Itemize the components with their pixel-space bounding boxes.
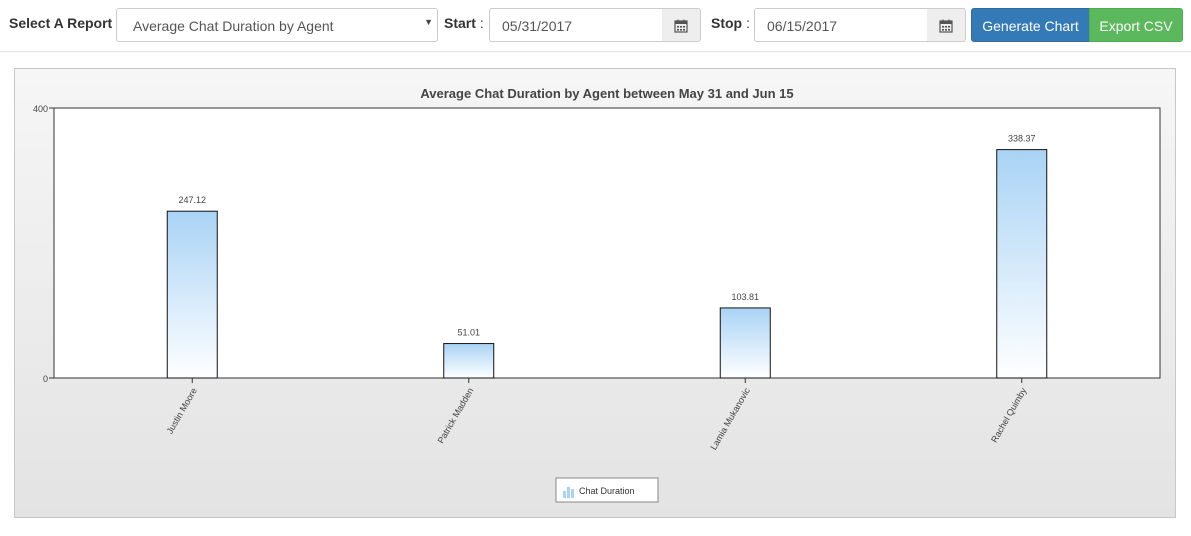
bar-chart-icon [563, 487, 574, 498]
calendar-icon [939, 19, 953, 33]
bar[interactable] [166, 210, 218, 379]
calendar-icon [674, 19, 688, 33]
start-calendar-button[interactable] [662, 8, 701, 42]
chart-panel: Average Chat Duration by Agent between M… [14, 68, 1176, 518]
y-tick-label: 0 [43, 374, 48, 384]
x-category-label: Rachel Quimby [989, 386, 1029, 445]
chart-title: Average Chat Duration by Agent between M… [420, 86, 793, 101]
start-date-value: 05/31/2017 [502, 18, 573, 34]
stop-calendar-button[interactable] [927, 8, 966, 42]
x-category-label: Lamia Mukanovic [708, 386, 752, 452]
start-label: Start: [444, 15, 484, 31]
generate-chart-button[interactable]: Generate Chart [971, 8, 1090, 42]
y-tick-label: 400 [33, 104, 48, 114]
start-date-input[interactable]: 05/31/2017 [489, 8, 663, 42]
bar-data-label: 51.01 [457, 328, 480, 338]
chart-legend[interactable]: Chat Duration [555, 477, 659, 503]
bar[interactable] [719, 307, 771, 379]
report-select[interactable]: Average Chat Duration by Agent ▼ [116, 8, 438, 42]
bar-data-label: 103.81 [731, 292, 759, 302]
caret-down-icon: ▼ [424, 17, 433, 27]
stop-date-input[interactable]: 06/15/2017 [754, 8, 928, 42]
report-select-label: Select A Report [9, 15, 113, 31]
bar[interactable] [996, 149, 1048, 379]
report-toolbar: Select A Report Average Chat Duration by… [0, 0, 1191, 52]
stop-label: Stop: [711, 15, 750, 31]
report-select-value: Average Chat Duration by Agent [133, 18, 334, 34]
bar-data-label: 247.12 [178, 195, 206, 205]
x-category-label: Patrick Madden [436, 386, 476, 445]
x-category-label: Justin Moore [165, 386, 199, 436]
export-csv-button[interactable]: Export CSV [1089, 8, 1183, 42]
bar[interactable] [443, 343, 495, 379]
bar-data-label: 338.37 [1008, 134, 1036, 144]
stop-date-value: 06/15/2017 [767, 18, 838, 34]
legend-label: Chat Duration [579, 486, 635, 496]
bar-chart: Average Chat Duration by Agent between M… [33, 86, 1161, 503]
plot-area [53, 107, 1161, 379]
